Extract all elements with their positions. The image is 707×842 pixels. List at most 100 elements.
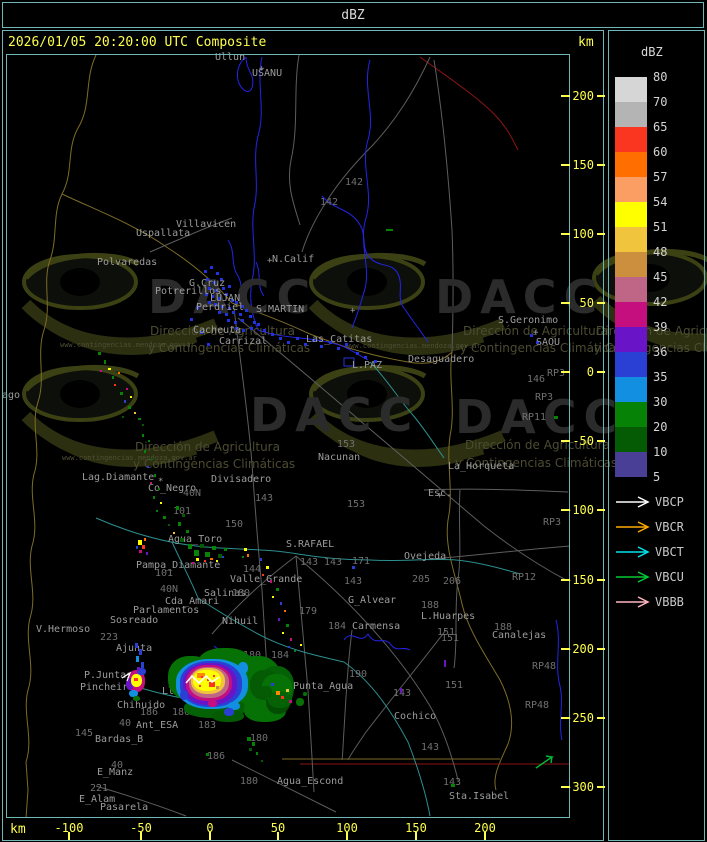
- storm-echo: [126, 678, 134, 690]
- right-axis-tick: [597, 164, 605, 166]
- map-marker: *: [158, 477, 164, 487]
- radar-echo: [124, 400, 126, 403]
- map-label: RP3: [543, 517, 562, 528]
- radar-echo: [400, 688, 402, 693]
- map-label: Perdriel: [196, 302, 245, 313]
- radar-echo: [196, 558, 199, 561]
- radar-echo: [186, 530, 189, 533]
- map-label: 146: [527, 374, 546, 385]
- legend-arrow-vbbb: [616, 596, 650, 608]
- map-label: Carrizal: [219, 336, 268, 347]
- storm-echo: [180, 690, 188, 700]
- legend-value-label: 39: [653, 320, 668, 334]
- map-label: Potrerillos: [155, 286, 222, 297]
- legend-value-label: 10: [653, 445, 668, 459]
- map-label: Ant_ESA: [136, 720, 179, 731]
- right-axis-label: -100: [565, 503, 594, 517]
- storm-echo: [199, 685, 201, 687]
- radar-echo: [108, 368, 111, 370]
- radar-echo: [176, 506, 179, 510]
- radar-echo: [135, 643, 138, 648]
- watermark-line2: y Contingencias Climáticas: [455, 456, 618, 470]
- map-label: SAOU: [536, 337, 561, 348]
- map-label: S.RAFAEL: [286, 539, 335, 550]
- right-axis-tick: [597, 95, 605, 97]
- map-label: Agua_Toro: [168, 534, 223, 545]
- radar-echo: [152, 458, 154, 460]
- radar-echo: [261, 760, 263, 762]
- map-edge-tick: [561, 786, 570, 788]
- radar-echo: [118, 372, 120, 374]
- legend-value-label: 36: [653, 345, 668, 359]
- map-marker: +: [259, 64, 265, 74]
- radar-echo: [138, 540, 142, 545]
- map-label: 145: [75, 728, 94, 739]
- bottom-axis-label: -100: [54, 821, 84, 835]
- legend-value-label: 54: [653, 195, 668, 209]
- radar-echo: [153, 496, 155, 499]
- map-label: 101: [173, 506, 192, 517]
- map-label: 186: [207, 751, 226, 762]
- legend-value-label: 57: [653, 170, 668, 184]
- town-marker: [205, 293, 208, 296]
- radar-echo: [386, 229, 393, 231]
- vbcp-track-arrowhead: [121, 671, 132, 682]
- legend-arrow-vbcp: [616, 496, 650, 508]
- town-marker: [213, 281, 216, 284]
- radar-echo: [180, 538, 184, 542]
- map-label: 144: [243, 564, 262, 575]
- radar-echo: [148, 440, 150, 442]
- map-label: 184: [271, 650, 290, 661]
- radar-echo: [212, 546, 216, 550]
- map-label: RP12: [512, 572, 537, 583]
- right-axis-label: -50: [572, 434, 594, 448]
- map-marker: +: [267, 256, 273, 266]
- town-marker: [257, 323, 260, 326]
- storm-echo: [216, 686, 219, 689]
- right-axis-unit: km: [578, 35, 594, 50]
- legend-swatch: [615, 452, 647, 477]
- radar-echo: [222, 556, 224, 558]
- legend-value-label: 80: [653, 70, 668, 84]
- map-label: L.Huarpes: [421, 611, 476, 622]
- town-marker: [190, 318, 193, 321]
- watermark-line1: Dirección de Agricultura: [150, 324, 295, 338]
- storm-echo: [134, 678, 138, 681]
- map-label: 171: [352, 556, 371, 567]
- legend-arrow-vbct: [616, 546, 650, 558]
- radar-echo: [224, 548, 227, 551]
- town-marker: [221, 305, 224, 308]
- town-marker: [222, 287, 225, 290]
- town-marker: [208, 287, 211, 290]
- radar-echo: [138, 418, 141, 420]
- watermark-url: www.contingencias.mendoza.gov.ar: [62, 454, 197, 462]
- map-label: Villavicen: [176, 219, 237, 230]
- town-marker: [304, 343, 307, 346]
- map-edge-tick: [561, 440, 570, 442]
- right-axis-label: -150: [565, 573, 594, 587]
- map-edge-tick: [561, 95, 570, 97]
- radar-echo: [182, 514, 185, 517]
- map-label: Nacunan: [318, 452, 361, 463]
- town-marker: [204, 270, 207, 273]
- bottom-axis-label: 100: [336, 821, 358, 835]
- radar-echo: [114, 384, 116, 386]
- town-marker: [232, 311, 235, 314]
- storm-echo: [213, 675, 215, 677]
- radar-echo: [188, 544, 192, 549]
- legend-arrow-vbcu: [616, 571, 650, 583]
- map-label: Cda_Amari: [165, 596, 220, 607]
- legend-value-label: 60: [653, 145, 668, 159]
- storm-echo: [281, 696, 284, 699]
- legend-swatch: [615, 77, 647, 102]
- map-label: 223: [100, 632, 119, 643]
- radar-echo: [216, 560, 218, 562]
- radar-echo: [120, 392, 123, 395]
- radar-echo: [100, 370, 102, 372]
- town-marker: [225, 293, 228, 296]
- storm-echo: [129, 690, 138, 697]
- map-label: Bardas_B: [95, 734, 144, 745]
- watermark-line2: y Contingencias Climáticas: [133, 457, 296, 471]
- map-edge-tick: [561, 509, 570, 511]
